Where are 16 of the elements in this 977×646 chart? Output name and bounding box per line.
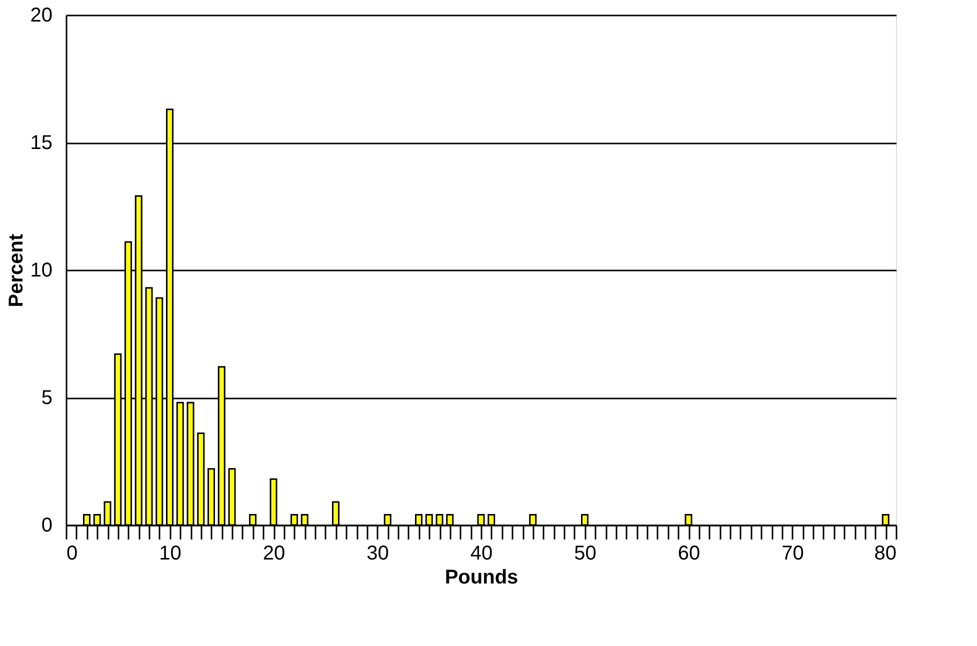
y-tick-label: 10 — [30, 260, 52, 282]
x-tick-label: 20 — [262, 542, 286, 564]
y-tick-label: 5 — [41, 387, 52, 409]
x-tick-label: 40 — [470, 542, 493, 564]
y-tick-label: 20 — [30, 4, 52, 26]
y-tick-label: 0 — [41, 514, 52, 536]
y-axis-title: Percent — [5, 233, 28, 308]
x-tick-label: 50 — [574, 542, 596, 564]
x-tick-label: 10 — [159, 542, 182, 564]
x-axis-title: Pounds — [444, 566, 518, 588]
x-tick-label: 60 — [678, 542, 700, 564]
y-tick-label: 15 — [30, 132, 52, 154]
x-tick-label: 30 — [366, 542, 389, 564]
x-tick-label: 80 — [874, 542, 896, 564]
x-tick-label: 70 — [782, 542, 804, 564]
x-tick-label: 0 — [66, 542, 78, 564]
